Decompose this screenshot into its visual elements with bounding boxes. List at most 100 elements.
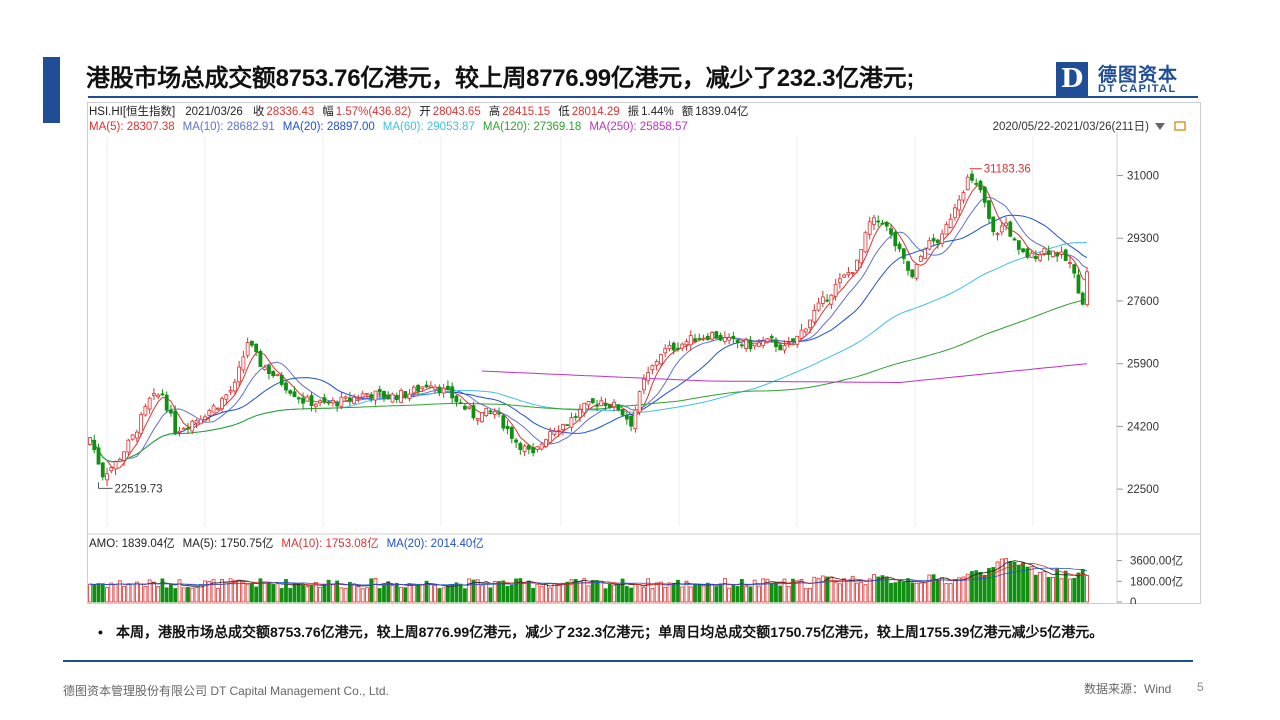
candle-body xyxy=(808,319,812,329)
candle-body xyxy=(100,462,105,478)
volume-bar xyxy=(774,582,778,603)
volume-bar xyxy=(292,582,297,603)
volume-bar xyxy=(778,585,783,603)
volume-bar xyxy=(454,582,459,603)
candle-body xyxy=(88,437,92,445)
page-number: 5 xyxy=(1197,680,1204,694)
candle-body xyxy=(693,338,697,342)
volume-bar xyxy=(156,586,161,603)
candle-body xyxy=(910,269,915,278)
candle-body xyxy=(1059,251,1064,255)
volume-bar xyxy=(714,586,719,603)
volume-bar xyxy=(935,579,940,603)
volume-bar xyxy=(561,582,565,603)
volume-bar xyxy=(987,568,991,603)
candle-body xyxy=(211,405,216,413)
volume-bar xyxy=(931,574,936,603)
candle-body xyxy=(884,221,889,227)
candle-body xyxy=(284,382,288,391)
volume-bar xyxy=(565,581,570,603)
candle-body xyxy=(599,400,604,407)
candle-body xyxy=(484,407,489,416)
volume-bar xyxy=(863,584,868,603)
header-amplitude-label: 振 xyxy=(628,104,640,118)
volume-bar xyxy=(791,578,795,603)
logo-text-cn: 德图资本 xyxy=(1098,65,1179,86)
ma250-line xyxy=(481,363,1088,383)
volume-bar xyxy=(927,574,932,603)
candle-body xyxy=(194,419,199,424)
volume-bar xyxy=(262,581,267,603)
candle-body xyxy=(893,231,898,247)
candle-body xyxy=(232,381,237,392)
volume-bar xyxy=(727,587,732,603)
volume-bar xyxy=(92,584,97,603)
candle-body xyxy=(880,222,885,225)
volume-bar xyxy=(641,587,646,603)
candle-body xyxy=(987,200,991,219)
volume-bar xyxy=(799,578,804,603)
volume-legend-1: MA(5): 1750.75亿 xyxy=(183,537,274,550)
candle-body xyxy=(497,412,501,415)
candle-body xyxy=(970,173,974,181)
candle-body xyxy=(296,397,301,400)
volume-bar xyxy=(739,579,744,603)
volume-bar xyxy=(348,582,352,603)
header-change-label: 幅 xyxy=(322,105,334,118)
volume-bar xyxy=(646,578,651,603)
volume-bar xyxy=(96,583,101,603)
volume-bar xyxy=(944,583,949,603)
candle-body xyxy=(842,274,847,278)
candle-body xyxy=(744,339,749,349)
candle-body xyxy=(837,278,842,284)
candle-body xyxy=(641,378,646,391)
volume-bar xyxy=(684,580,689,603)
candle-body xyxy=(829,294,834,305)
candle-body xyxy=(424,384,429,388)
header-close-label: 收 xyxy=(253,104,265,118)
candle-body xyxy=(237,366,242,383)
volume-bar xyxy=(867,578,872,603)
candle-body xyxy=(1046,250,1051,255)
volume-bar xyxy=(467,578,472,603)
candle-body xyxy=(279,374,284,385)
volume-bar xyxy=(624,586,629,603)
volume-bar xyxy=(441,587,446,603)
candle-body xyxy=(616,404,621,411)
volume-bar xyxy=(322,584,327,603)
candle-body xyxy=(812,310,817,323)
volume-bar xyxy=(744,585,749,603)
candle-body xyxy=(390,393,395,403)
volume-bar xyxy=(177,579,182,603)
volume-bar xyxy=(117,580,122,603)
volume-bar xyxy=(488,587,493,603)
volume-bar xyxy=(586,585,591,603)
candle-body xyxy=(420,386,425,390)
volume-bar xyxy=(697,585,702,603)
volume-bar xyxy=(748,586,753,603)
candle-body xyxy=(514,439,518,443)
volume-bar xyxy=(991,567,996,603)
candle-body xyxy=(386,394,391,400)
volume-bar xyxy=(122,585,126,603)
candle-body xyxy=(1072,264,1077,274)
volume-bar xyxy=(164,587,169,603)
volume-bar xyxy=(126,584,131,603)
volume-bar xyxy=(940,577,945,603)
volume-bar xyxy=(100,583,105,603)
volume-bar xyxy=(808,587,812,603)
volume-bar xyxy=(539,585,544,603)
volume-bar xyxy=(445,585,450,603)
volume-bar xyxy=(552,583,557,603)
volume-bar xyxy=(224,581,229,603)
candle-body xyxy=(382,390,386,399)
candle-body xyxy=(573,416,578,418)
volume-bar xyxy=(923,582,927,603)
candle-body xyxy=(876,220,881,223)
volume-bar xyxy=(1076,572,1081,603)
candle-body xyxy=(705,335,710,340)
candle-body xyxy=(565,424,570,427)
candle-body xyxy=(139,414,144,434)
volume-legend-3: MA(20): 2014.40亿 xyxy=(387,537,484,550)
candle-body xyxy=(697,338,702,340)
